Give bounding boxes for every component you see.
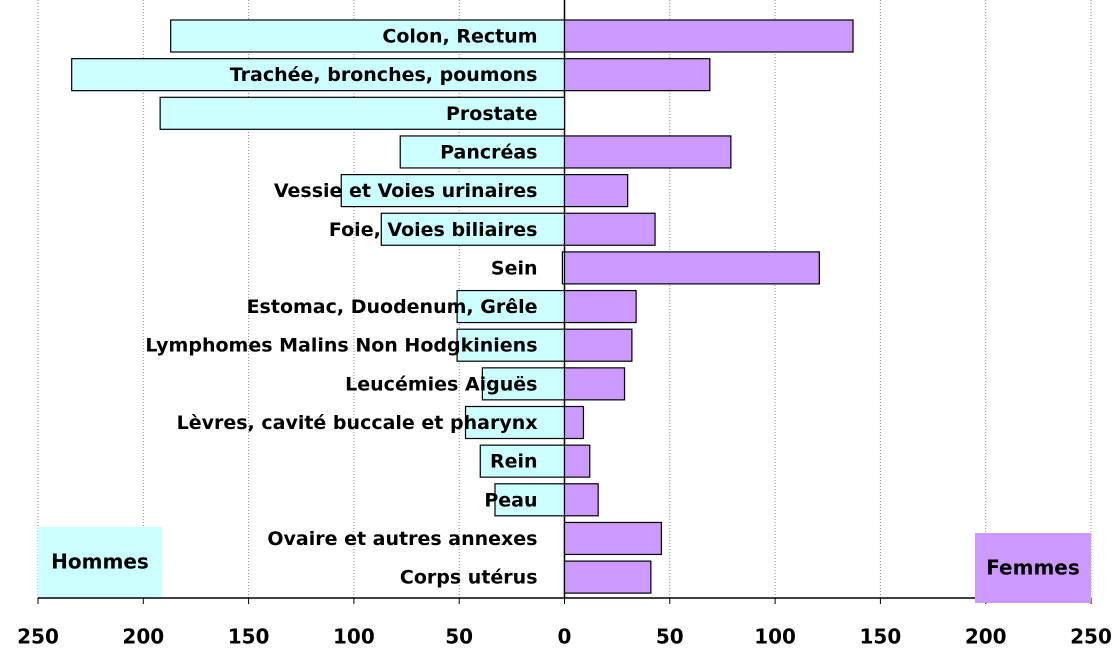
bar	[563, 135, 732, 169]
category-label: Lymphomes Malins Non Hodgkiniens	[145, 335, 537, 357]
legend-label: Hommes	[51, 550, 149, 574]
bar	[563, 251, 820, 285]
bar	[481, 367, 566, 401]
category-label: Prostate	[446, 103, 538, 125]
bar	[159, 96, 566, 130]
legend-box	[975, 533, 1091, 603]
x-tick-label: 100	[754, 625, 796, 649]
bar	[563, 19, 854, 53]
bar	[563, 483, 599, 517]
bar	[456, 289, 566, 324]
bar	[563, 405, 585, 440]
x-tick-label: 50	[656, 625, 684, 649]
x-tick-label: 100	[333, 625, 375, 649]
legend-label: Femmes	[986, 556, 1080, 580]
category-label: Colon, Rectum	[382, 26, 537, 48]
category-label: Lèvres, cavité buccale et pharynx	[177, 412, 538, 434]
bar	[563, 212, 656, 246]
category-label: Leucémies Aiguës	[345, 373, 537, 395]
category-label: Rein	[490, 451, 538, 473]
bar	[563, 289, 637, 324]
bar	[563, 328, 633, 362]
bar	[563, 58, 711, 92]
x-tick-label: 50	[445, 625, 473, 649]
bar	[399, 135, 566, 169]
category-label: Foie, Voies biliaires	[329, 219, 538, 241]
category-label: Sein	[491, 257, 538, 279]
x-tick-label: 200	[965, 625, 1007, 649]
bar	[464, 405, 566, 440]
legend-box	[38, 527, 162, 597]
bar	[563, 521, 662, 556]
category-label: Peau	[484, 489, 537, 511]
x-tick-label: 250	[17, 625, 59, 649]
category-label: Corps utérus	[400, 567, 538, 589]
x-tick-label: 150	[860, 625, 902, 649]
bar	[563, 560, 652, 594]
category-label: Pancréas	[440, 141, 537, 163]
bar	[563, 174, 629, 208]
x-tick-label: 0	[558, 625, 572, 649]
category-label: Ovaire et autres annexes	[267, 528, 537, 550]
category-label: Vessie et Voies urinaires	[274, 180, 538, 202]
x-tick-label: 250	[1070, 625, 1112, 649]
bar	[71, 58, 566, 92]
bar	[340, 174, 566, 208]
category-label: Trachée, bronches, poumons	[230, 64, 538, 86]
category-label: Estomac, Duodenum, Grêle	[247, 296, 538, 318]
bar	[563, 444, 591, 478]
x-tick-label: 200	[122, 625, 164, 649]
bar	[456, 328, 566, 362]
bar	[563, 367, 626, 401]
x-tick-label: 150	[228, 625, 270, 649]
